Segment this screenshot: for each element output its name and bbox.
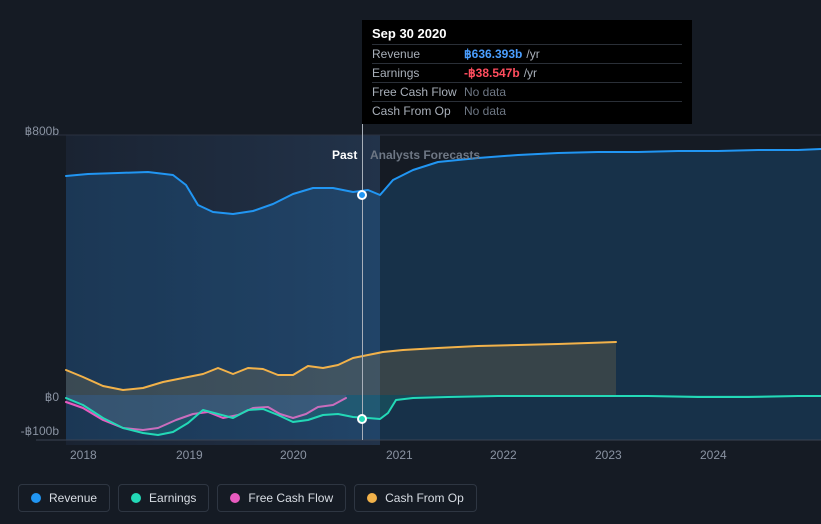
tooltip-row: Revenue฿636.393b/yr	[372, 44, 682, 63]
legend: Revenue Earnings Free Cash Flow Cash From O…	[18, 484, 477, 512]
tooltip-marker-line	[362, 107, 363, 440]
period-label-past: Past	[332, 148, 357, 162]
period-label-forecast: Analysts Forecasts	[370, 148, 480, 162]
tooltip-metric: Cash From Op	[372, 104, 464, 118]
legend-label: Earnings	[149, 491, 196, 505]
x-tick-label: 2022	[490, 448, 517, 462]
tooltip-metric: Revenue	[372, 47, 464, 61]
x-tick-label: 2021	[386, 448, 413, 462]
revenue-marker-dot	[357, 190, 367, 200]
tooltip-value: No data	[464, 104, 506, 118]
x-tick-label: 2023	[595, 448, 622, 462]
legend-dot	[31, 493, 41, 503]
legend-item-revenue[interactable]: Revenue	[18, 484, 110, 512]
tooltip-date: Sep 30 2020	[372, 26, 682, 44]
legend-item-earnings[interactable]: Earnings	[118, 484, 209, 512]
x-tick-label: 2024	[700, 448, 727, 462]
tooltip-value: No data	[464, 85, 506, 99]
y-tick-label: ฿0	[45, 390, 59, 404]
tooltip-metric: Free Cash Flow	[372, 85, 464, 99]
legend-label: Cash From Op	[385, 491, 464, 505]
x-tick-label: 2019	[176, 448, 203, 462]
y-tick-label: ฿800b	[25, 124, 59, 138]
y-tick-label: -฿100b	[21, 424, 59, 438]
legend-dot	[230, 493, 240, 503]
tooltip-value: -฿38.547b/yr	[464, 66, 537, 80]
tooltip-row: Free Cash FlowNo data	[372, 82, 682, 101]
tooltip-metric: Earnings	[372, 66, 464, 80]
tooltip: Sep 30 2020 Revenue฿636.393b/yrEarnings-…	[362, 20, 692, 124]
legend-label: Revenue	[49, 491, 97, 505]
legend-dot	[131, 493, 141, 503]
tooltip-row: Cash From OpNo data	[372, 101, 682, 120]
legend-dot	[367, 493, 377, 503]
x-tick-label: 2020	[280, 448, 307, 462]
x-tick-label: 2018	[70, 448, 97, 462]
legend-item-free-cash-flow[interactable]: Free Cash Flow	[217, 484, 346, 512]
tooltip-row: Earnings-฿38.547b/yr	[372, 63, 682, 82]
tooltip-value: ฿636.393b/yr	[464, 47, 540, 61]
legend-item-cash-from-op[interactable]: Cash From Op	[354, 484, 477, 512]
legend-label: Free Cash Flow	[248, 491, 333, 505]
earnings-marker-dot	[357, 414, 367, 424]
